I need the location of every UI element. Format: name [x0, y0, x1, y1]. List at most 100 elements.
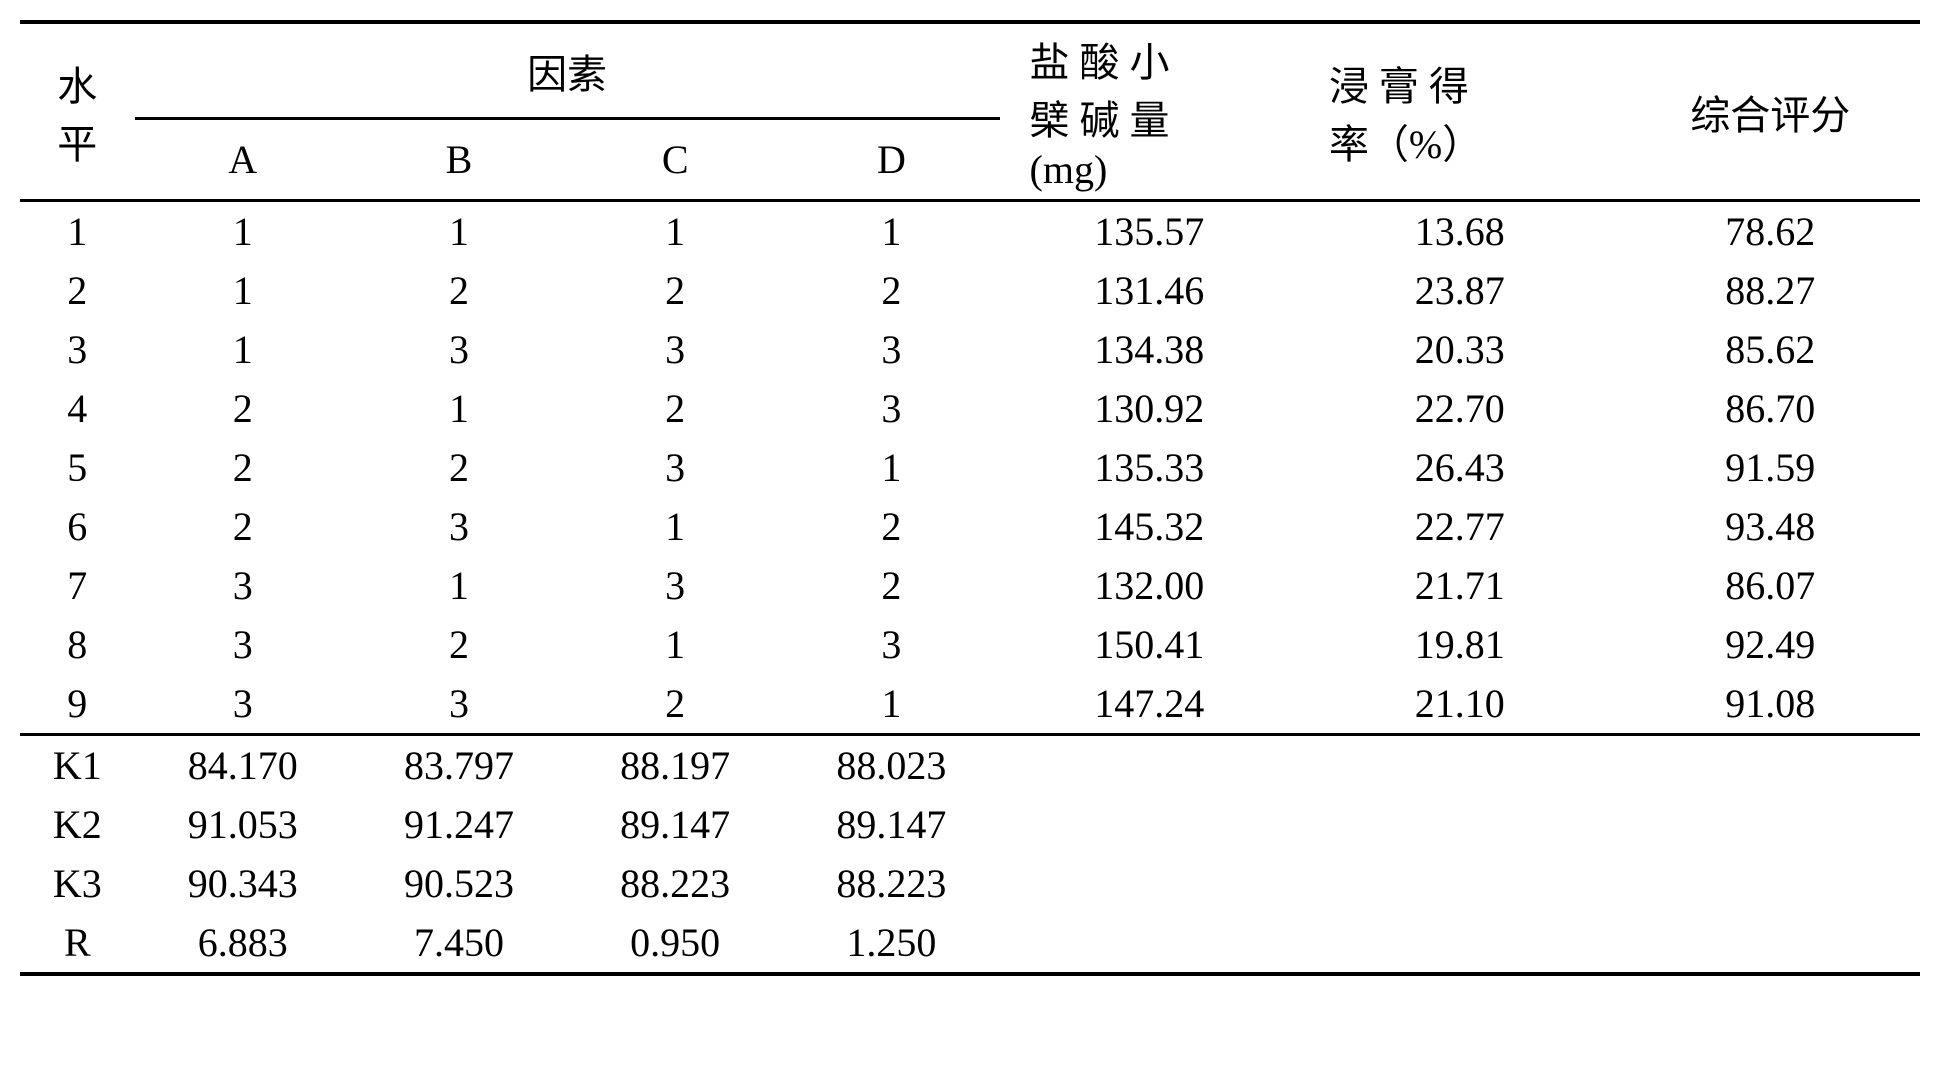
table-row: 1 1 1 1 1 135.57 13.68 78.62 — [20, 201, 1920, 262]
cell-c: 2 — [567, 261, 783, 320]
stat-a: 84.170 — [135, 735, 351, 796]
cell-c: 1 — [567, 201, 783, 262]
cell-a: 2 — [135, 379, 351, 438]
cell-yield: 26.43 — [1299, 438, 1621, 497]
cell-c: 3 — [567, 556, 783, 615]
table-row: 5 2 2 3 1 135.33 26.43 91.59 — [20, 438, 1920, 497]
cell-score: 91.59 — [1621, 438, 1920, 497]
cell-b: 3 — [351, 674, 567, 735]
cell-b: 1 — [351, 379, 567, 438]
cell-score: 86.70 — [1621, 379, 1920, 438]
stat-row: K2 91.053 91.247 89.147 89.147 — [20, 795, 1920, 854]
cell-level: 5 — [20, 438, 135, 497]
header-factors: 因素 — [135, 22, 1000, 119]
cell-yield: 19.81 — [1299, 615, 1621, 674]
cell-d: 2 — [783, 497, 999, 556]
header-factor-d: D — [783, 119, 999, 201]
cell-b: 1 — [351, 556, 567, 615]
cell-score: 85.62 — [1621, 320, 1920, 379]
cell-c: 2 — [567, 379, 783, 438]
cell-yield: 22.77 — [1299, 497, 1621, 556]
cell-a: 2 — [135, 497, 351, 556]
stat-c: 89.147 — [567, 795, 783, 854]
cell-berberine: 131.46 — [1000, 261, 1299, 320]
stat-a: 91.053 — [135, 795, 351, 854]
cell-yield: 21.10 — [1299, 674, 1621, 735]
stat-a: 90.343 — [135, 854, 351, 913]
cell-level: 8 — [20, 615, 135, 674]
cell-level: 2 — [20, 261, 135, 320]
stat-d: 1.250 — [783, 913, 999, 974]
stat-row: R 6.883 7.450 0.950 1.250 — [20, 913, 1920, 974]
cell-d: 1 — [783, 438, 999, 497]
cell-c: 3 — [567, 320, 783, 379]
cell-a: 2 — [135, 438, 351, 497]
cell-level: 7 — [20, 556, 135, 615]
cell-berberine: 132.00 — [1000, 556, 1299, 615]
stat-label: K1 — [20, 735, 135, 796]
cell-a: 3 — [135, 556, 351, 615]
header-berberine-l2: 檗 碱 量 — [1030, 98, 1170, 143]
stat-d: 89.147 — [783, 795, 999, 854]
cell-yield: 20.33 — [1299, 320, 1621, 379]
cell-c: 1 — [567, 615, 783, 674]
cell-berberine: 135.33 — [1000, 438, 1299, 497]
orthogonal-design-table: 水平 因素 盐 酸 小 檗 碱 量 (mg) 浸 膏 得 率（%） 综合评分 A… — [20, 20, 1920, 976]
cell-score: 91.08 — [1621, 674, 1920, 735]
cell-level: 6 — [20, 497, 135, 556]
cell-berberine: 145.32 — [1000, 497, 1299, 556]
header-level: 水平 — [20, 22, 135, 201]
cell-c: 1 — [567, 497, 783, 556]
stat-label: K3 — [20, 854, 135, 913]
table-row: 7 3 1 3 2 132.00 21.71 86.07 — [20, 556, 1920, 615]
cell-b: 3 — [351, 497, 567, 556]
cell-berberine: 134.38 — [1000, 320, 1299, 379]
table-row: 6 2 3 1 2 145.32 22.77 93.48 — [20, 497, 1920, 556]
cell-level: 4 — [20, 379, 135, 438]
cell-d: 3 — [783, 320, 999, 379]
stat-b: 91.247 — [351, 795, 567, 854]
table-row: 8 3 2 1 3 150.41 19.81 92.49 — [20, 615, 1920, 674]
cell-d: 2 — [783, 556, 999, 615]
header-level-text: 水平 — [30, 54, 125, 170]
table-row: 4 2 1 2 3 130.92 22.70 86.70 — [20, 379, 1920, 438]
cell-d: 1 — [783, 674, 999, 735]
stat-b: 90.523 — [351, 854, 567, 913]
stat-b: 83.797 — [351, 735, 567, 796]
stat-d: 88.023 — [783, 735, 999, 796]
cell-a: 3 — [135, 674, 351, 735]
cell-d: 3 — [783, 379, 999, 438]
header-score: 综合评分 — [1621, 22, 1920, 201]
cell-c: 2 — [567, 674, 783, 735]
stat-label: K2 — [20, 795, 135, 854]
stat-row: K1 84.170 83.797 88.197 88.023 — [20, 735, 1920, 796]
stat-a: 6.883 — [135, 913, 351, 974]
stat-c: 88.223 — [567, 854, 783, 913]
stat-b: 7.450 — [351, 913, 567, 974]
cell-b: 1 — [351, 201, 567, 262]
table-body-data: 1 1 1 1 1 135.57 13.68 78.62 2 1 2 2 2 1… — [20, 201, 1920, 735]
cell-score: 78.62 — [1621, 201, 1920, 262]
cell-b: 2 — [351, 438, 567, 497]
cell-a: 3 — [135, 615, 351, 674]
cell-b: 2 — [351, 615, 567, 674]
cell-d: 1 — [783, 201, 999, 262]
cell-berberine: 135.57 — [1000, 201, 1299, 262]
header-berberine-l3: (mg) — [1030, 147, 1108, 192]
cell-a: 1 — [135, 201, 351, 262]
table-row: 2 1 2 2 2 131.46 23.87 88.27 — [20, 261, 1920, 320]
stat-d: 88.223 — [783, 854, 999, 913]
cell-score: 93.48 — [1621, 497, 1920, 556]
header-berberine-l1: 盐 酸 小 — [1030, 40, 1170, 85]
cell-d: 3 — [783, 615, 999, 674]
cell-score: 88.27 — [1621, 261, 1920, 320]
cell-b: 2 — [351, 261, 567, 320]
cell-berberine: 130.92 — [1000, 379, 1299, 438]
table-header: 水平 因素 盐 酸 小 檗 碱 量 (mg) 浸 膏 得 率（%） 综合评分 A… — [20, 22, 1920, 201]
header-berberine: 盐 酸 小 檗 碱 量 (mg) — [1000, 22, 1299, 201]
header-factor-a: A — [135, 119, 351, 201]
cell-yield: 21.71 — [1299, 556, 1621, 615]
header-yield-l1: 浸 膏 得 — [1329, 64, 1469, 109]
cell-yield: 22.70 — [1299, 379, 1621, 438]
cell-level: 1 — [20, 201, 135, 262]
